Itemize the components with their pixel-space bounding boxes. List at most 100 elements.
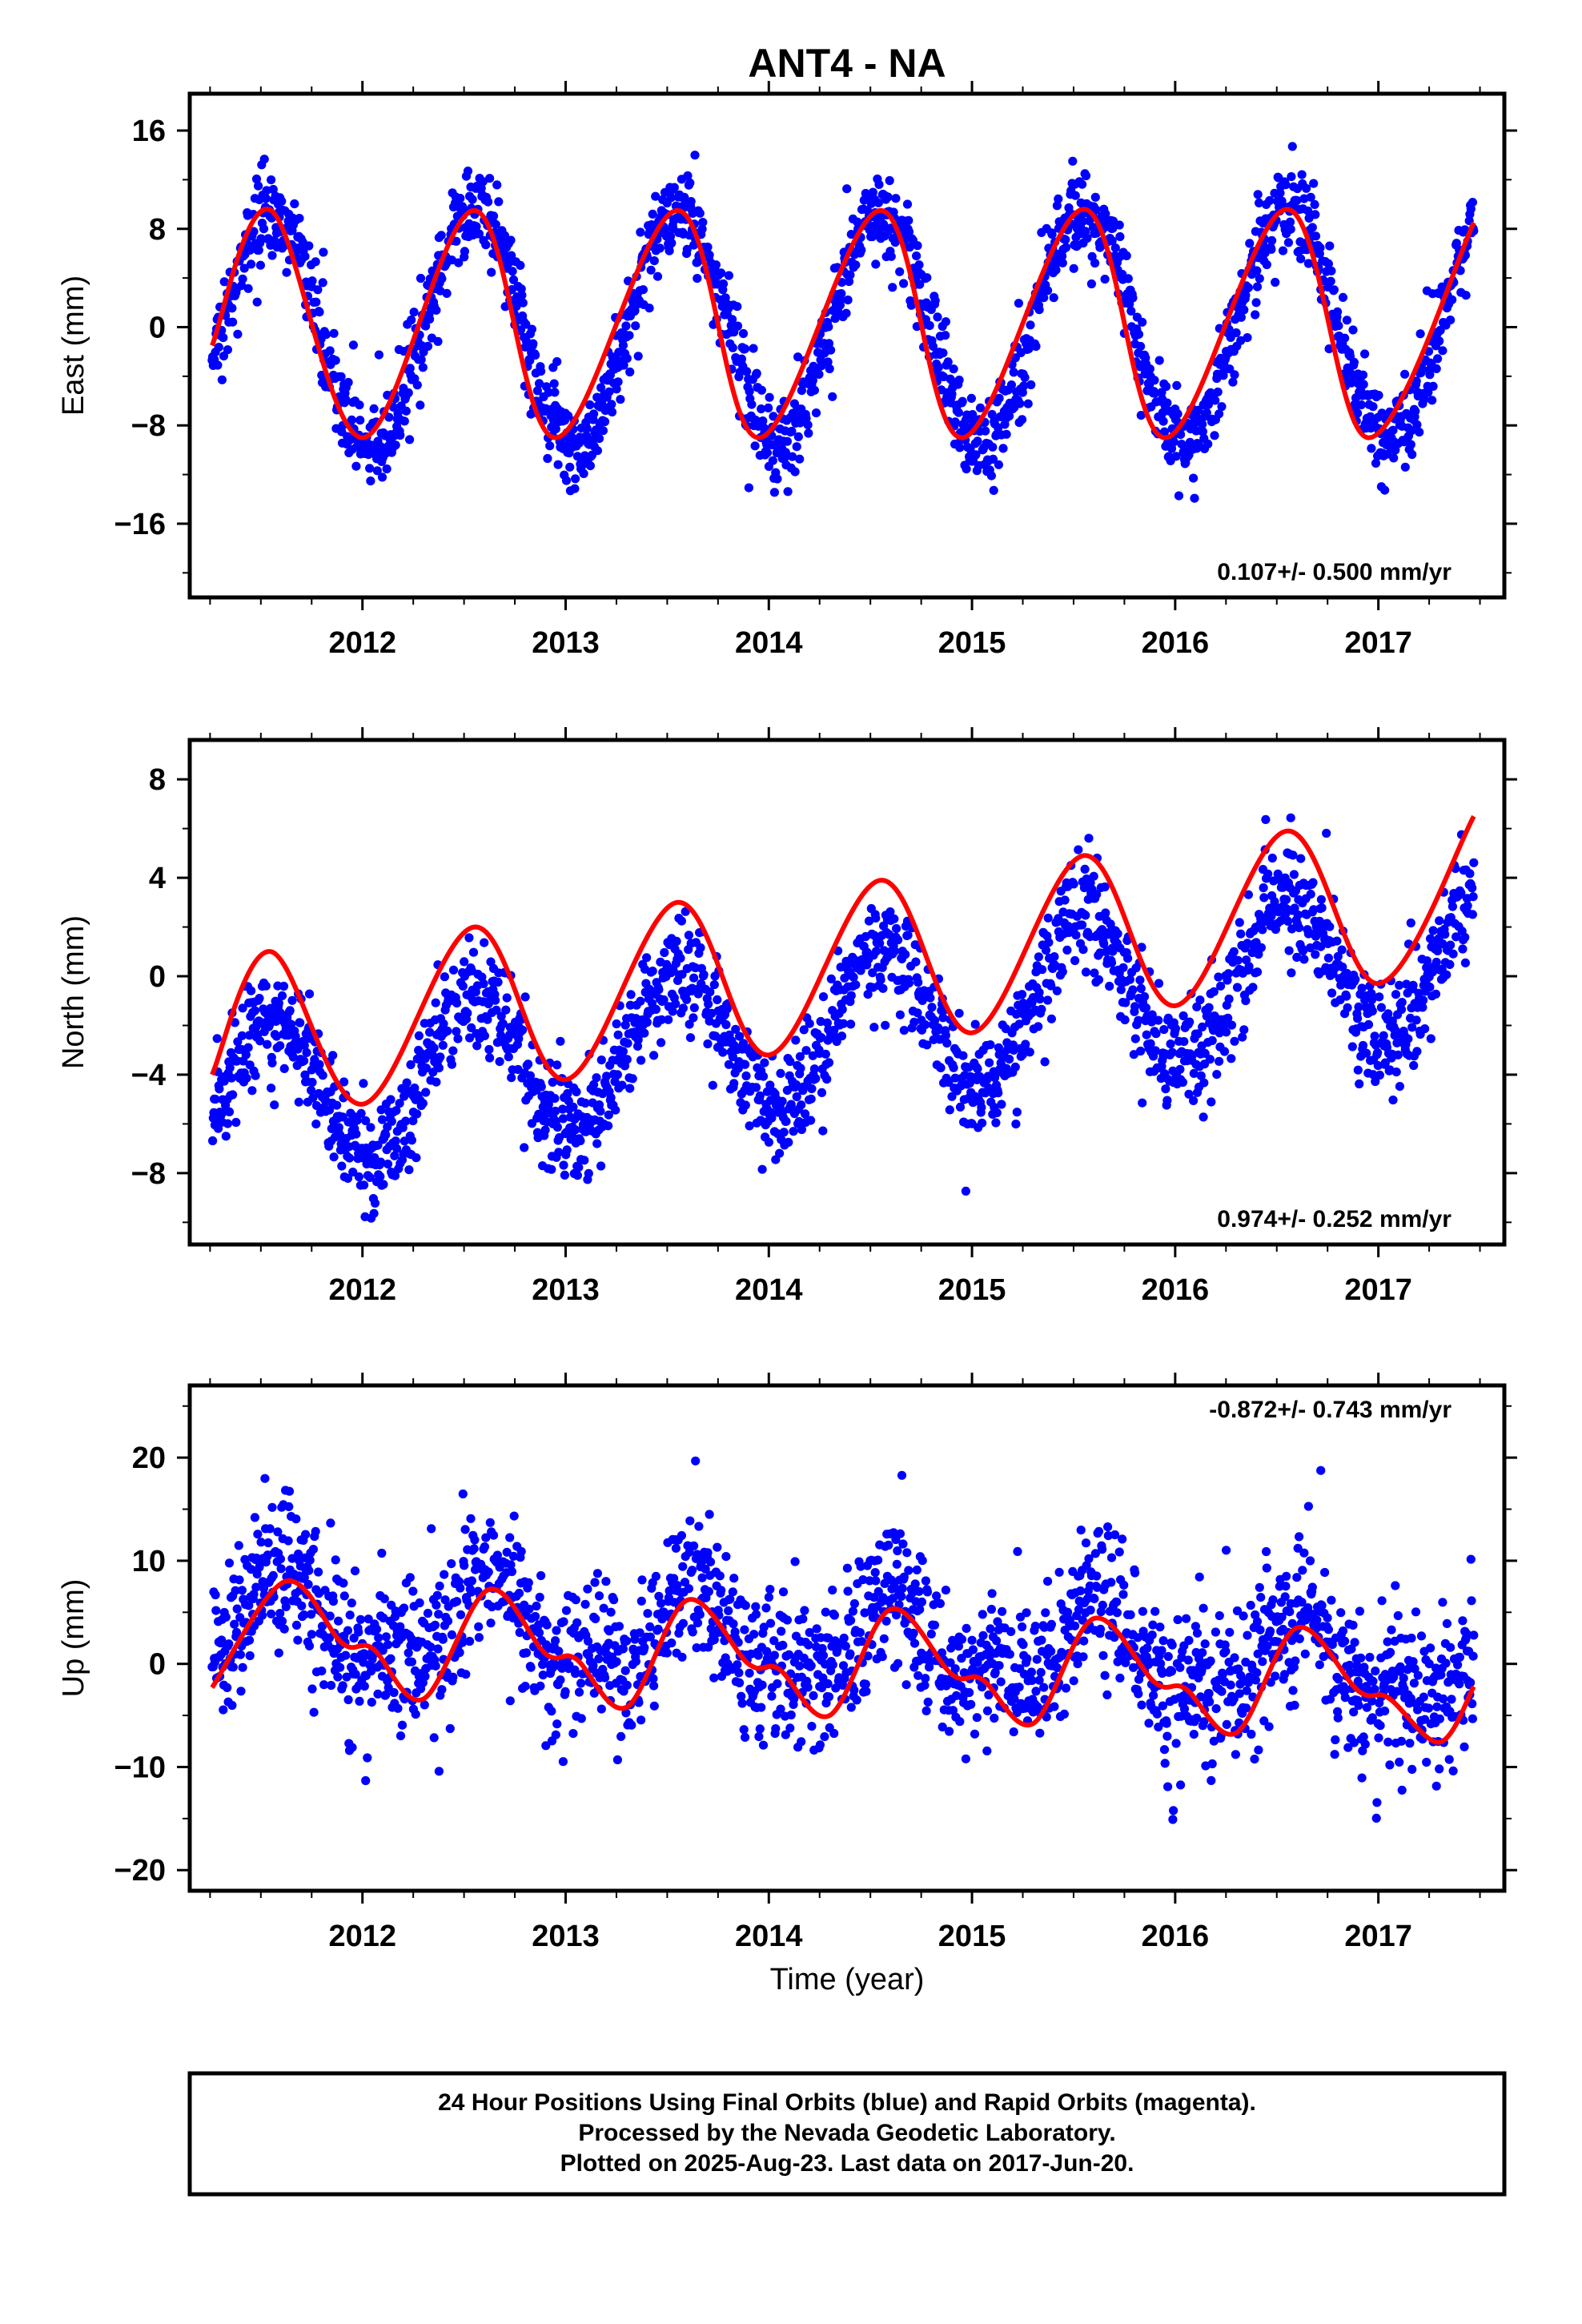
north-data-point bbox=[1375, 1070, 1384, 1080]
north-data-point bbox=[878, 983, 888, 993]
north-data-point bbox=[1118, 963, 1128, 972]
north-data-point bbox=[1147, 1010, 1157, 1019]
north-data-point bbox=[909, 1017, 919, 1027]
up-data-point bbox=[654, 1591, 664, 1601]
up-data-point bbox=[460, 1561, 469, 1570]
east-data-point bbox=[1230, 370, 1239, 380]
north-data-point bbox=[1447, 902, 1457, 911]
north-data-point bbox=[728, 1051, 737, 1062]
north-data-point bbox=[318, 1071, 327, 1080]
up-data-point bbox=[547, 1707, 556, 1716]
north-data-point bbox=[1287, 968, 1296, 978]
up-data-point bbox=[273, 1527, 283, 1537]
north-data-point bbox=[1468, 883, 1477, 893]
north-data-point bbox=[602, 1072, 612, 1081]
up-data-point bbox=[427, 1524, 436, 1534]
north-data-point bbox=[1125, 975, 1134, 984]
north-data-point bbox=[242, 1073, 251, 1083]
up-data-point bbox=[552, 1719, 562, 1729]
north-data-point bbox=[425, 1027, 435, 1037]
north-data-point bbox=[1316, 895, 1326, 904]
east-data-point bbox=[971, 450, 981, 460]
up-data-point bbox=[437, 1685, 447, 1695]
east-data-point bbox=[1217, 402, 1227, 412]
north-data-point bbox=[1209, 987, 1219, 996]
north-data-point bbox=[299, 1056, 309, 1066]
north-data-point bbox=[1431, 957, 1441, 967]
east-data-point bbox=[728, 343, 737, 352]
east-data-point bbox=[895, 267, 905, 276]
east-data-point bbox=[545, 441, 555, 451]
up-data-point bbox=[341, 1651, 351, 1660]
east-data-point bbox=[1389, 453, 1399, 463]
east-data-point bbox=[1468, 198, 1477, 207]
east-data-point bbox=[487, 267, 496, 277]
up-data-point bbox=[274, 1648, 283, 1658]
up-data-point bbox=[583, 1584, 592, 1594]
north-data-point bbox=[1041, 946, 1051, 955]
east-data-point bbox=[311, 257, 320, 267]
east-data-point bbox=[1342, 316, 1351, 325]
east-data-point bbox=[1371, 458, 1381, 468]
north-data-point bbox=[731, 1024, 741, 1034]
east-data-point bbox=[682, 244, 692, 254]
up-data-point bbox=[684, 1584, 694, 1594]
east-data-point bbox=[793, 432, 803, 442]
east-data-point bbox=[508, 275, 519, 284]
north-data-point bbox=[626, 990, 636, 999]
up-data-point bbox=[677, 1652, 687, 1662]
east-data-point bbox=[1435, 336, 1444, 346]
east-fit-curve bbox=[210, 207, 1476, 440]
north-data-point bbox=[332, 1100, 342, 1110]
north-data-point bbox=[1227, 1054, 1236, 1063]
north-data-point bbox=[1397, 998, 1407, 1007]
east-data-point bbox=[421, 321, 431, 331]
east-data-point bbox=[416, 355, 426, 364]
east-data-point bbox=[1145, 364, 1154, 374]
up-data-point bbox=[327, 1680, 336, 1691]
north-data-point bbox=[684, 931, 694, 940]
up-data-point bbox=[277, 1616, 287, 1626]
up-data-point bbox=[616, 1731, 626, 1741]
north-xtick-label: 2017 bbox=[1344, 1273, 1412, 1307]
up-data-point bbox=[372, 1624, 382, 1634]
north-data-point bbox=[1241, 996, 1251, 1006]
north-data-point bbox=[1062, 945, 1072, 955]
east-data-point bbox=[768, 456, 777, 465]
east-data-point bbox=[425, 314, 435, 324]
north-data-point bbox=[228, 1090, 238, 1100]
north-data-point bbox=[1465, 869, 1475, 879]
north-data-point bbox=[421, 1088, 431, 1097]
north-data-point bbox=[540, 1125, 550, 1135]
up-data-point bbox=[431, 1661, 440, 1671]
east-data-point bbox=[744, 483, 754, 493]
north-data-point bbox=[822, 1018, 832, 1027]
north-data-point bbox=[784, 1137, 793, 1147]
east-data-point bbox=[1283, 238, 1293, 247]
east-data-point bbox=[1203, 439, 1213, 449]
up-data-point bbox=[363, 1753, 372, 1763]
up-data-point bbox=[456, 1583, 465, 1593]
north-data-point bbox=[842, 960, 852, 970]
north-data-point bbox=[1292, 952, 1302, 962]
up-data-point bbox=[328, 1597, 338, 1606]
up-data-point bbox=[447, 1630, 457, 1639]
east-data-point bbox=[596, 383, 606, 392]
north-data-point bbox=[1229, 947, 1239, 956]
north-data-point bbox=[1196, 1071, 1206, 1080]
east-data-point bbox=[321, 330, 331, 340]
north-data-point bbox=[1189, 1096, 1199, 1105]
up-data-point bbox=[470, 1535, 480, 1545]
up-data-point bbox=[521, 1648, 532, 1658]
east-data-point bbox=[1359, 380, 1368, 389]
up-data-point bbox=[458, 1638, 468, 1647]
north-data-point bbox=[961, 1186, 970, 1196]
north-data-point bbox=[365, 1172, 375, 1182]
east-data-point bbox=[579, 468, 588, 479]
east-data-point bbox=[954, 408, 963, 417]
up-data-point bbox=[326, 1518, 335, 1528]
east-data-point bbox=[1368, 402, 1378, 412]
east-data-point bbox=[1006, 380, 1016, 390]
north-data-point bbox=[1357, 983, 1367, 993]
north-data-point bbox=[893, 935, 903, 945]
